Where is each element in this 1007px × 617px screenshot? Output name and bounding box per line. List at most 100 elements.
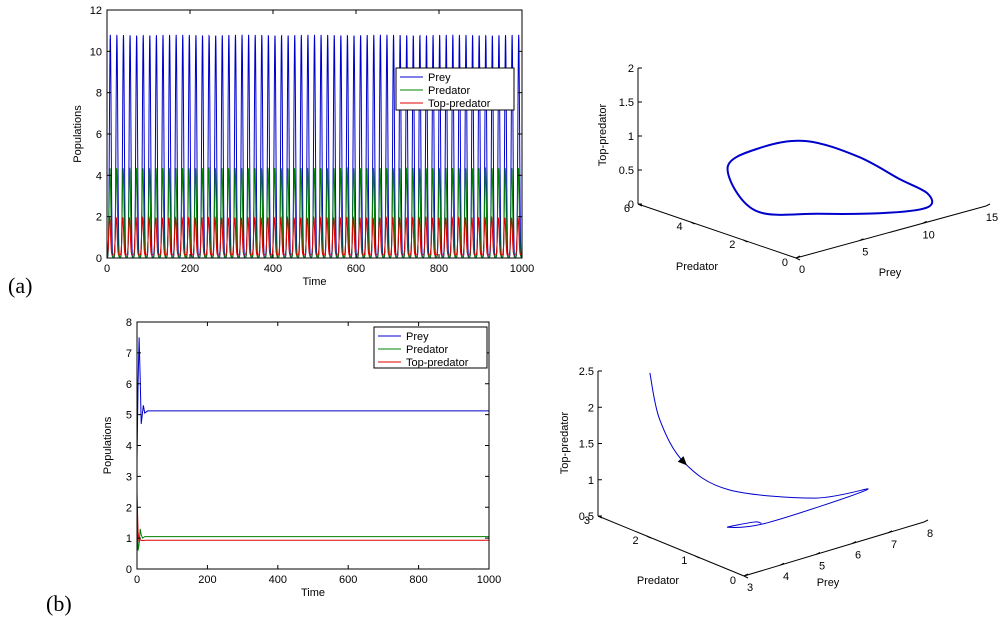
x-tick-mark bbox=[815, 551, 821, 555]
x-tick-label: 5 bbox=[819, 560, 825, 572]
x-tick-label: 400 bbox=[264, 263, 282, 275]
y-tick-label: 2 bbox=[126, 502, 132, 514]
series-line-prey bbox=[107, 34, 522, 258]
y-tick-label: 0 bbox=[730, 575, 736, 587]
x-tick-label: 10 bbox=[923, 229, 935, 241]
y-tick-label: 6 bbox=[126, 379, 132, 391]
x-tick-label: 5 bbox=[862, 247, 868, 259]
trajectory-line bbox=[726, 139, 934, 216]
x-tick-mark bbox=[922, 220, 927, 224]
y-axis-label: Predator bbox=[676, 261, 719, 273]
z-axis-label: Top-predator bbox=[597, 103, 609, 166]
panel-label-b: (b) bbox=[46, 591, 72, 616]
y-tick-label: 4 bbox=[96, 170, 102, 182]
y-tick-label: 2 bbox=[96, 212, 102, 224]
series-line-prey bbox=[136, 337, 489, 461]
z-tick-label: 1.5 bbox=[579, 439, 594, 451]
y-tick-mark bbox=[795, 257, 801, 261]
chart-b-phase-portrait: 34567801230.511.522.5PreyPredatorTop-pre… bbox=[559, 366, 933, 594]
legend-label-prey: Prey bbox=[406, 331, 429, 343]
x-tick-label: 600 bbox=[339, 574, 357, 586]
y-tick-label: 0 bbox=[782, 257, 788, 269]
legend-label-prey: Prey bbox=[428, 72, 451, 84]
legend-box bbox=[395, 67, 515, 111]
x-tick-mark bbox=[743, 573, 749, 577]
x-tick-label: 15 bbox=[986, 212, 998, 224]
direction-arrow bbox=[677, 456, 687, 466]
x-tick-label: 200 bbox=[198, 574, 216, 586]
x-tick-label: 400 bbox=[269, 574, 287, 586]
legend-label-top-predator: Top-predator bbox=[406, 357, 469, 369]
z-tick-label: 2 bbox=[588, 402, 594, 414]
x-tick-mark bbox=[887, 530, 893, 534]
y-axis-label: Predator bbox=[637, 575, 680, 587]
y-tick-label: 2 bbox=[729, 239, 735, 251]
x-axis-label: Time bbox=[301, 587, 325, 599]
y-tick-label: 6 bbox=[96, 129, 102, 141]
x-tick-label: 200 bbox=[181, 263, 199, 275]
y-tick-mark bbox=[743, 575, 749, 579]
z-tick-label: 0 bbox=[628, 199, 634, 211]
y-tick-label: 7 bbox=[126, 348, 132, 360]
x-tick-mark bbox=[779, 562, 785, 566]
x-tick-label: 8 bbox=[927, 528, 933, 540]
x-tick-mark bbox=[923, 519, 929, 523]
x-tick-label: 800 bbox=[409, 574, 427, 586]
y-tick-label: 3 bbox=[126, 471, 132, 483]
y-axis-line bbox=[597, 515, 745, 577]
y-tick-label: 1 bbox=[681, 555, 687, 567]
y-tick-mark bbox=[695, 555, 700, 559]
x-tick-label: 6 bbox=[855, 550, 861, 562]
z-tick-label: 1 bbox=[628, 131, 634, 143]
x-tick-label: 4 bbox=[783, 571, 789, 583]
legend-label-top-predator: Top-predator bbox=[428, 98, 491, 110]
y-tick-label: 10 bbox=[90, 46, 102, 58]
x-tick-mark bbox=[985, 203, 991, 207]
z-tick-label: 0.5 bbox=[619, 165, 634, 177]
legend-label-predator: Predator bbox=[406, 344, 449, 356]
series-line-predator bbox=[106, 166, 522, 258]
y-tick-label: 2 bbox=[633, 535, 639, 547]
panel-label-a: (a) bbox=[8, 273, 32, 298]
x-tick-label: 1000 bbox=[477, 574, 501, 586]
x-tick-label: 0 bbox=[799, 264, 805, 276]
panel-labels: (a) (b) bbox=[8, 273, 72, 616]
z-axis-label: Top-predator bbox=[559, 411, 571, 474]
y-tick-label: 1 bbox=[126, 533, 132, 545]
x-axis-line bbox=[743, 521, 925, 577]
x-axis-label: Prey bbox=[879, 267, 902, 279]
x-axis-line bbox=[795, 205, 987, 259]
y-tick-label: 4 bbox=[677, 221, 683, 233]
series-line-top-predator bbox=[106, 215, 523, 256]
chart-a-phase-portrait: 051015024600.511.52PreyPredatorTop-preda… bbox=[597, 63, 998, 279]
series-line-top-predator bbox=[136, 491, 489, 543]
z-tick-label: 2 bbox=[628, 63, 634, 75]
x-tick-mark bbox=[859, 238, 864, 242]
y-tick-label: 4 bbox=[126, 441, 132, 453]
x-tick-mark bbox=[795, 255, 801, 259]
z-tick-label: 1.5 bbox=[619, 97, 634, 109]
x-tick-label: 0 bbox=[104, 263, 110, 275]
chart-a-time-series: 0 200 400 600 800 1000 0 2 4 6 8 10 12 Time Population… bbox=[72, 5, 534, 288]
y-tick-label: 0 bbox=[126, 564, 132, 576]
z-tick-label: 0.5 bbox=[579, 511, 594, 523]
y-tick-label: 3 bbox=[584, 515, 590, 527]
y-tick-label: 6 bbox=[624, 203, 630, 215]
x-tick-mark bbox=[851, 541, 857, 545]
y-tick-label: 0 bbox=[96, 253, 102, 265]
z-tick-label: 2.5 bbox=[579, 366, 594, 378]
y-tick-label: 8 bbox=[126, 317, 132, 329]
z-tick-label: 1 bbox=[588, 475, 594, 487]
y-tick-mark bbox=[690, 221, 695, 225]
x-tick-label: 600 bbox=[347, 263, 365, 275]
y-tick-mark bbox=[646, 535, 651, 539]
legend-box bbox=[373, 326, 488, 369]
y-tick-mark bbox=[743, 239, 748, 243]
y-axis-label: Populations bbox=[72, 105, 84, 163]
y-axis-label: Populations bbox=[102, 416, 114, 474]
y-tick-label: 12 bbox=[90, 5, 102, 17]
x-tick-label: 800 bbox=[430, 263, 448, 275]
x-tick-label: 1000 bbox=[510, 263, 534, 275]
y-tick-label: 5 bbox=[126, 410, 132, 422]
